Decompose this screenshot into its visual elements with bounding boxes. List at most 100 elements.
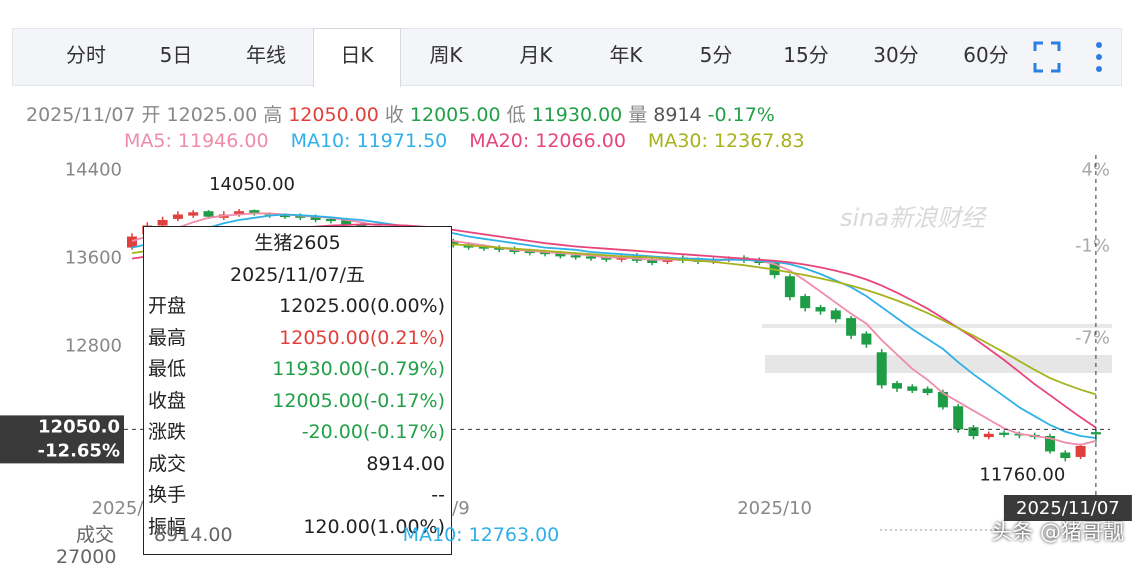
candle-body [494, 247, 505, 250]
x-tick-label: 2025/10 [737, 498, 812, 519]
tooltip-label: 振幅 [148, 515, 187, 538]
volume-ma10: MA10: 12763.00 [402, 524, 560, 546]
candle-body [800, 296, 811, 309]
tooltip-row: 成交 8914.00 [144, 449, 451, 481]
tab[interactable]: 30分 [873, 43, 919, 67]
info-date: 2025/11/07 [26, 104, 136, 126]
tab-bar: 分时 5日 年线 日K 周K 月K 年K 5分 15分 30分 60分 [12, 28, 1122, 87]
legend-entry: MA10: 11971.50 [290, 130, 448, 152]
tooltip-label: 收盘 [148, 389, 187, 412]
x-tick-label: 2025/11/07 [1016, 498, 1120, 519]
range-shade [762, 324, 1112, 328]
candle-body [570, 255, 581, 258]
candle-body [586, 256, 596, 259]
candle-body [280, 215, 290, 218]
tooltip-label: 最高 [148, 326, 187, 349]
candle-body [953, 406, 964, 430]
info-value: 11930.00 [531, 104, 623, 126]
candle-body [937, 391, 948, 408]
tooltip-row: 最高 12050.00(0.21%) [144, 323, 451, 355]
tooltip-value: 11930.00(-0.79%) [272, 358, 445, 380]
tooltip-row: 开盘 12025.00(0.00%) [144, 291, 451, 323]
tooltip-value: -- [431, 484, 445, 506]
tab[interactable]: 周K [429, 43, 463, 67]
candle-body [1075, 445, 1086, 457]
legend-entry: MA30: 12367.83 [647, 130, 805, 152]
tooltip-label: 涨跌 [148, 421, 187, 443]
candle-body [876, 352, 887, 386]
y-tick-label: 14400 [65, 159, 122, 180]
price-marker-change: -12.65% [38, 440, 120, 461]
info-value: 12025.00 [166, 104, 258, 126]
y-tick-label: 13600 [65, 248, 122, 269]
tooltip-row: 换手 -- [144, 480, 451, 512]
candle-body [983, 433, 994, 438]
candle-body [968, 427, 979, 437]
candle-body [341, 220, 352, 226]
candle-body [846, 318, 857, 336]
ma-line [131, 213, 1097, 439]
tooltip-row: 涨跌 -20.00(-0.17%) [144, 417, 451, 449]
tooltip: 生猪2605 2025/11/07/五 开盘 12025.00(0.00%) 最高 1… [143, 226, 452, 555]
volume-axis-label: 27000 [56, 546, 117, 568]
price-marker: 12050.0 [38, 416, 120, 437]
candle-body [922, 388, 933, 394]
info-label: 开 [141, 104, 161, 126]
candle-body [892, 383, 902, 389]
tooltip-value: 12050.00(0.21%) [279, 326, 445, 349]
tab[interactable]: 15分 [783, 43, 829, 67]
info-value: 12050.00 [288, 104, 379, 126]
max-label: 14050.00 [209, 174, 295, 195]
logo-watermark: sina新浪财经 [840, 204, 986, 232]
fullscreen-icon[interactable] [1033, 41, 1061, 73]
candle-body [1090, 432, 1101, 435]
candle-body [555, 253, 566, 257]
tooltip-value: 120.00(1.00%) [303, 515, 445, 538]
tab[interactable]: 年线 [246, 43, 286, 67]
tab[interactable]: 60分 [963, 43, 1009, 67]
candle-body [524, 250, 535, 254]
more-icon[interactable] [1096, 42, 1102, 72]
candle-body [188, 212, 199, 216]
y2-tick-label: 4% [1081, 159, 1110, 180]
tooltip-label: 开盘 [148, 295, 187, 317]
candle-body [448, 240, 459, 246]
tooltip-value: 12005.00(-0.17%) [272, 389, 445, 412]
candle-body [295, 215, 306, 218]
tab[interactable]: 分时 [66, 43, 106, 67]
candle-body [861, 333, 872, 345]
tooltip-value: -20.00(-0.17%) [301, 421, 445, 443]
min-label: 11760.00 [979, 464, 1065, 485]
tab[interactable]: 日K [313, 28, 401, 87]
info-label: 高 [263, 104, 283, 126]
legend-entry: MA20: 12066.00 [469, 130, 626, 152]
tooltip-label: 换手 [148, 484, 187, 506]
info-value: -0.17% [707, 104, 775, 126]
source-watermark: 头条 @猪哥靓 [991, 520, 1124, 544]
info-value: 12005.00 [409, 104, 501, 126]
tooltip-label: 成交 [148, 452, 187, 475]
tab[interactable]: 年K [609, 43, 643, 67]
tooltip-date: 2025/11/07/五 [230, 264, 365, 286]
candle-body [830, 310, 841, 320]
candle-body [540, 251, 551, 255]
candle-body [127, 236, 137, 248]
candle-body [172, 214, 183, 219]
x-label-box [1003, 495, 1132, 521]
info-label: 低 [506, 104, 526, 126]
y2-tick-label: -7% [1075, 327, 1110, 348]
candle-body [784, 276, 795, 298]
candle-body [249, 210, 260, 214]
tooltip-title: 生猪2605 [254, 232, 341, 254]
price-marker-box [0, 415, 124, 464]
info-bar: 2025/11/07 开 12025.00 高 12050.00 收 12005.00 低 11… [26, 100, 781, 127]
tab[interactable]: 月K [519, 43, 553, 67]
legend-entry: MA5: 11946.00 [124, 130, 269, 152]
tab[interactable]: 5分 [699, 43, 733, 67]
tooltip-value: 12025.00(0.00%) [279, 295, 445, 317]
info-value: 8914 [653, 104, 702, 126]
tooltip-value: 8914.00 [366, 452, 445, 475]
candle-body [234, 211, 245, 215]
range-shade [765, 355, 1112, 373]
tab[interactable]: 5日 [159, 43, 193, 67]
